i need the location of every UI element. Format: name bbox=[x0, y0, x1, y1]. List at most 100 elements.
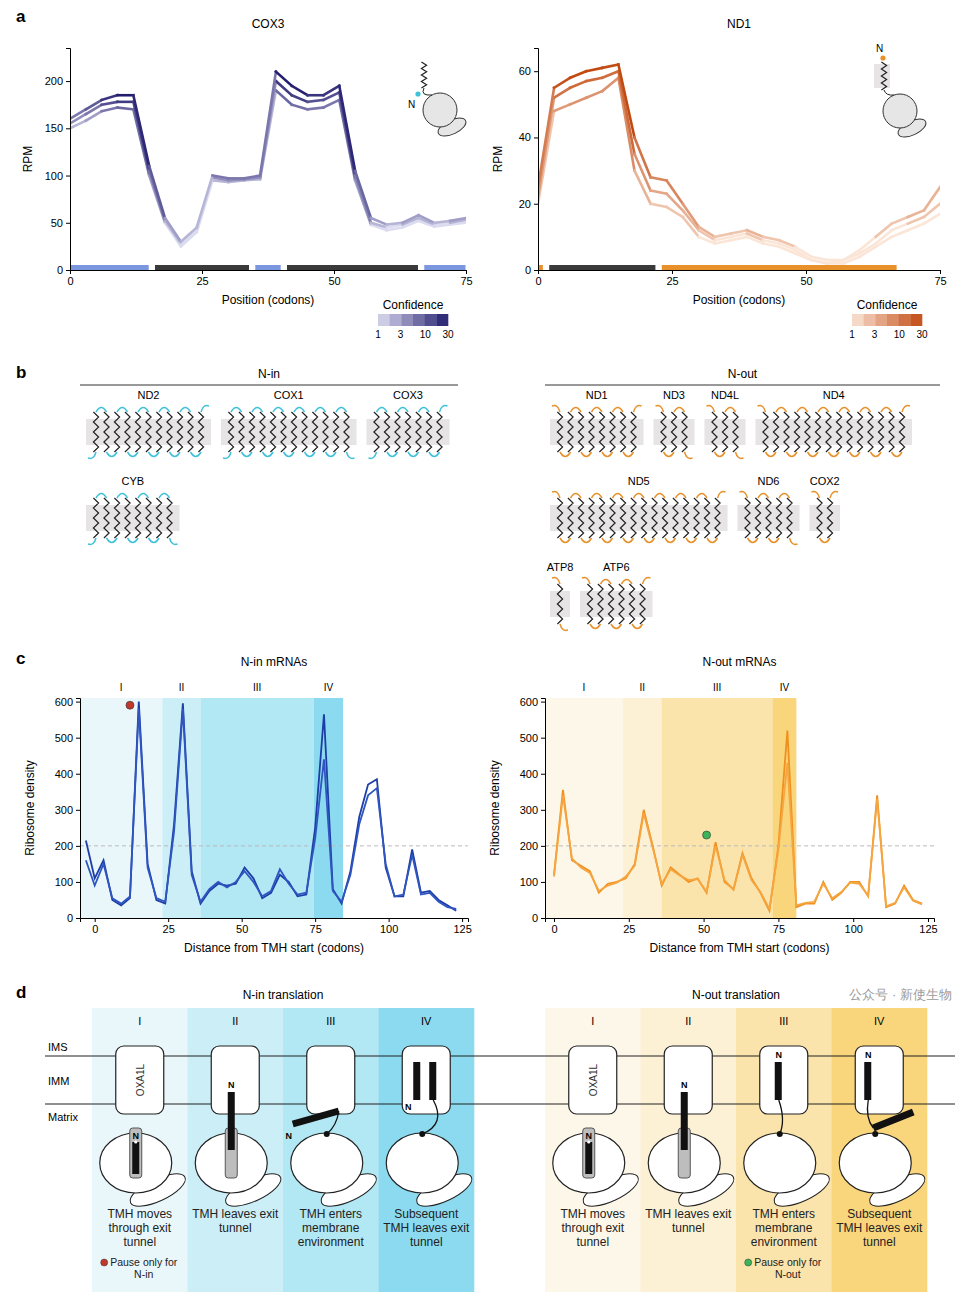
tick-mark bbox=[704, 918, 705, 922]
helix bbox=[776, 498, 781, 538]
line-segment bbox=[323, 100, 339, 108]
membrane bbox=[550, 505, 728, 531]
helix bbox=[426, 412, 431, 452]
stage-caption: SubsequentTMH leaves exittunnel bbox=[836, 1207, 923, 1249]
loop bbox=[674, 408, 685, 413]
tick-mark bbox=[806, 270, 807, 274]
membrane-line bbox=[45, 1055, 955, 1056]
tmh-rod bbox=[864, 1062, 871, 1100]
helix bbox=[260, 412, 265, 452]
loop bbox=[252, 408, 263, 413]
helix bbox=[620, 412, 625, 452]
ribosome-large bbox=[839, 1133, 911, 1193]
chart: N-in mRNAsIIIIIIIV0255075100125010020030… bbox=[23, 655, 472, 955]
helix bbox=[598, 584, 603, 624]
line-segment bbox=[667, 181, 683, 204]
line-segment bbox=[387, 223, 403, 225]
loop bbox=[231, 408, 242, 413]
loop bbox=[592, 408, 603, 413]
tick-mark bbox=[66, 223, 70, 224]
protein-topology bbox=[705, 406, 746, 459]
tick-mark bbox=[76, 774, 80, 775]
n-tail bbox=[582, 578, 590, 584]
colorbar-tick-label: 10 bbox=[894, 329, 906, 340]
axis-line bbox=[539, 271, 941, 275]
loop bbox=[664, 452, 675, 457]
helix bbox=[302, 412, 307, 452]
tick-label: 200 bbox=[45, 75, 63, 87]
loop bbox=[326, 452, 337, 457]
topology-segment bbox=[424, 265, 465, 270]
series-line bbox=[86, 702, 456, 911]
stage-numeral: II bbox=[232, 1015, 238, 1027]
tick-mark bbox=[462, 918, 463, 922]
tick-mark bbox=[541, 702, 545, 703]
helix bbox=[437, 412, 442, 452]
tick-mark bbox=[629, 918, 630, 922]
line-segment bbox=[292, 86, 308, 95]
protein-topology bbox=[550, 578, 570, 631]
helix bbox=[384, 412, 389, 452]
helix bbox=[652, 498, 657, 538]
stage-background bbox=[736, 1008, 832, 1292]
helix bbox=[763, 412, 768, 452]
tick-mark bbox=[315, 918, 316, 922]
loop bbox=[613, 408, 624, 413]
insertase-box bbox=[307, 1046, 355, 1114]
line-segment bbox=[763, 237, 779, 240]
helix bbox=[249, 412, 254, 452]
n-tail bbox=[758, 406, 766, 412]
axis-line bbox=[534, 49, 539, 271]
helix bbox=[114, 498, 119, 538]
c-tail bbox=[347, 452, 355, 458]
protein-name: ND5 bbox=[628, 475, 650, 487]
x-tick: 125 bbox=[919, 918, 937, 935]
n-tail bbox=[740, 492, 748, 498]
helix bbox=[333, 412, 338, 452]
line-segment bbox=[102, 108, 118, 112]
loop bbox=[107, 538, 118, 543]
membrane bbox=[550, 419, 644, 445]
helix bbox=[629, 584, 634, 624]
y-tick: 400 bbox=[520, 768, 545, 780]
x-tick: 50 bbox=[698, 918, 710, 935]
n-label: N bbox=[133, 1131, 140, 1141]
tick-label: 0 bbox=[92, 923, 98, 935]
helix bbox=[93, 412, 98, 452]
y-tick: 600 bbox=[520, 696, 545, 708]
loop bbox=[273, 408, 284, 413]
n-dot bbox=[880, 55, 885, 60]
loop bbox=[601, 580, 612, 585]
group-rule bbox=[80, 385, 458, 386]
colorbar-title: Confidence bbox=[383, 298, 444, 312]
y-tick: 600 bbox=[55, 696, 80, 708]
y-axis-title: Ribosome density bbox=[23, 760, 37, 855]
tick-label: 75 bbox=[934, 275, 946, 287]
line-segment bbox=[892, 224, 908, 231]
helix bbox=[661, 412, 666, 452]
y-axis: 0100200300400500600 bbox=[520, 696, 546, 924]
tick-label: 100 bbox=[55, 876, 73, 888]
line-segment bbox=[228, 178, 244, 182]
loop bbox=[138, 408, 149, 413]
layer-label: IMM bbox=[48, 1075, 69, 1087]
loop bbox=[592, 494, 603, 499]
tick-mark bbox=[76, 846, 80, 847]
line-segment bbox=[586, 91, 602, 98]
topology-segment bbox=[662, 265, 897, 270]
helix bbox=[312, 412, 317, 452]
loop bbox=[149, 538, 160, 543]
line-segment bbox=[102, 102, 118, 105]
loop bbox=[818, 408, 829, 413]
y-axis-title: Ribosome density bbox=[488, 760, 502, 855]
panel-label: a bbox=[16, 7, 26, 26]
tick-label: 200 bbox=[55, 840, 73, 852]
loop bbox=[613, 494, 624, 499]
topology-segment bbox=[539, 265, 543, 270]
helix bbox=[125, 412, 130, 452]
helix bbox=[641, 498, 646, 538]
tick-label: 50 bbox=[51, 217, 63, 229]
c-tail bbox=[685, 452, 693, 458]
loop bbox=[377, 408, 388, 413]
loop bbox=[871, 452, 882, 457]
